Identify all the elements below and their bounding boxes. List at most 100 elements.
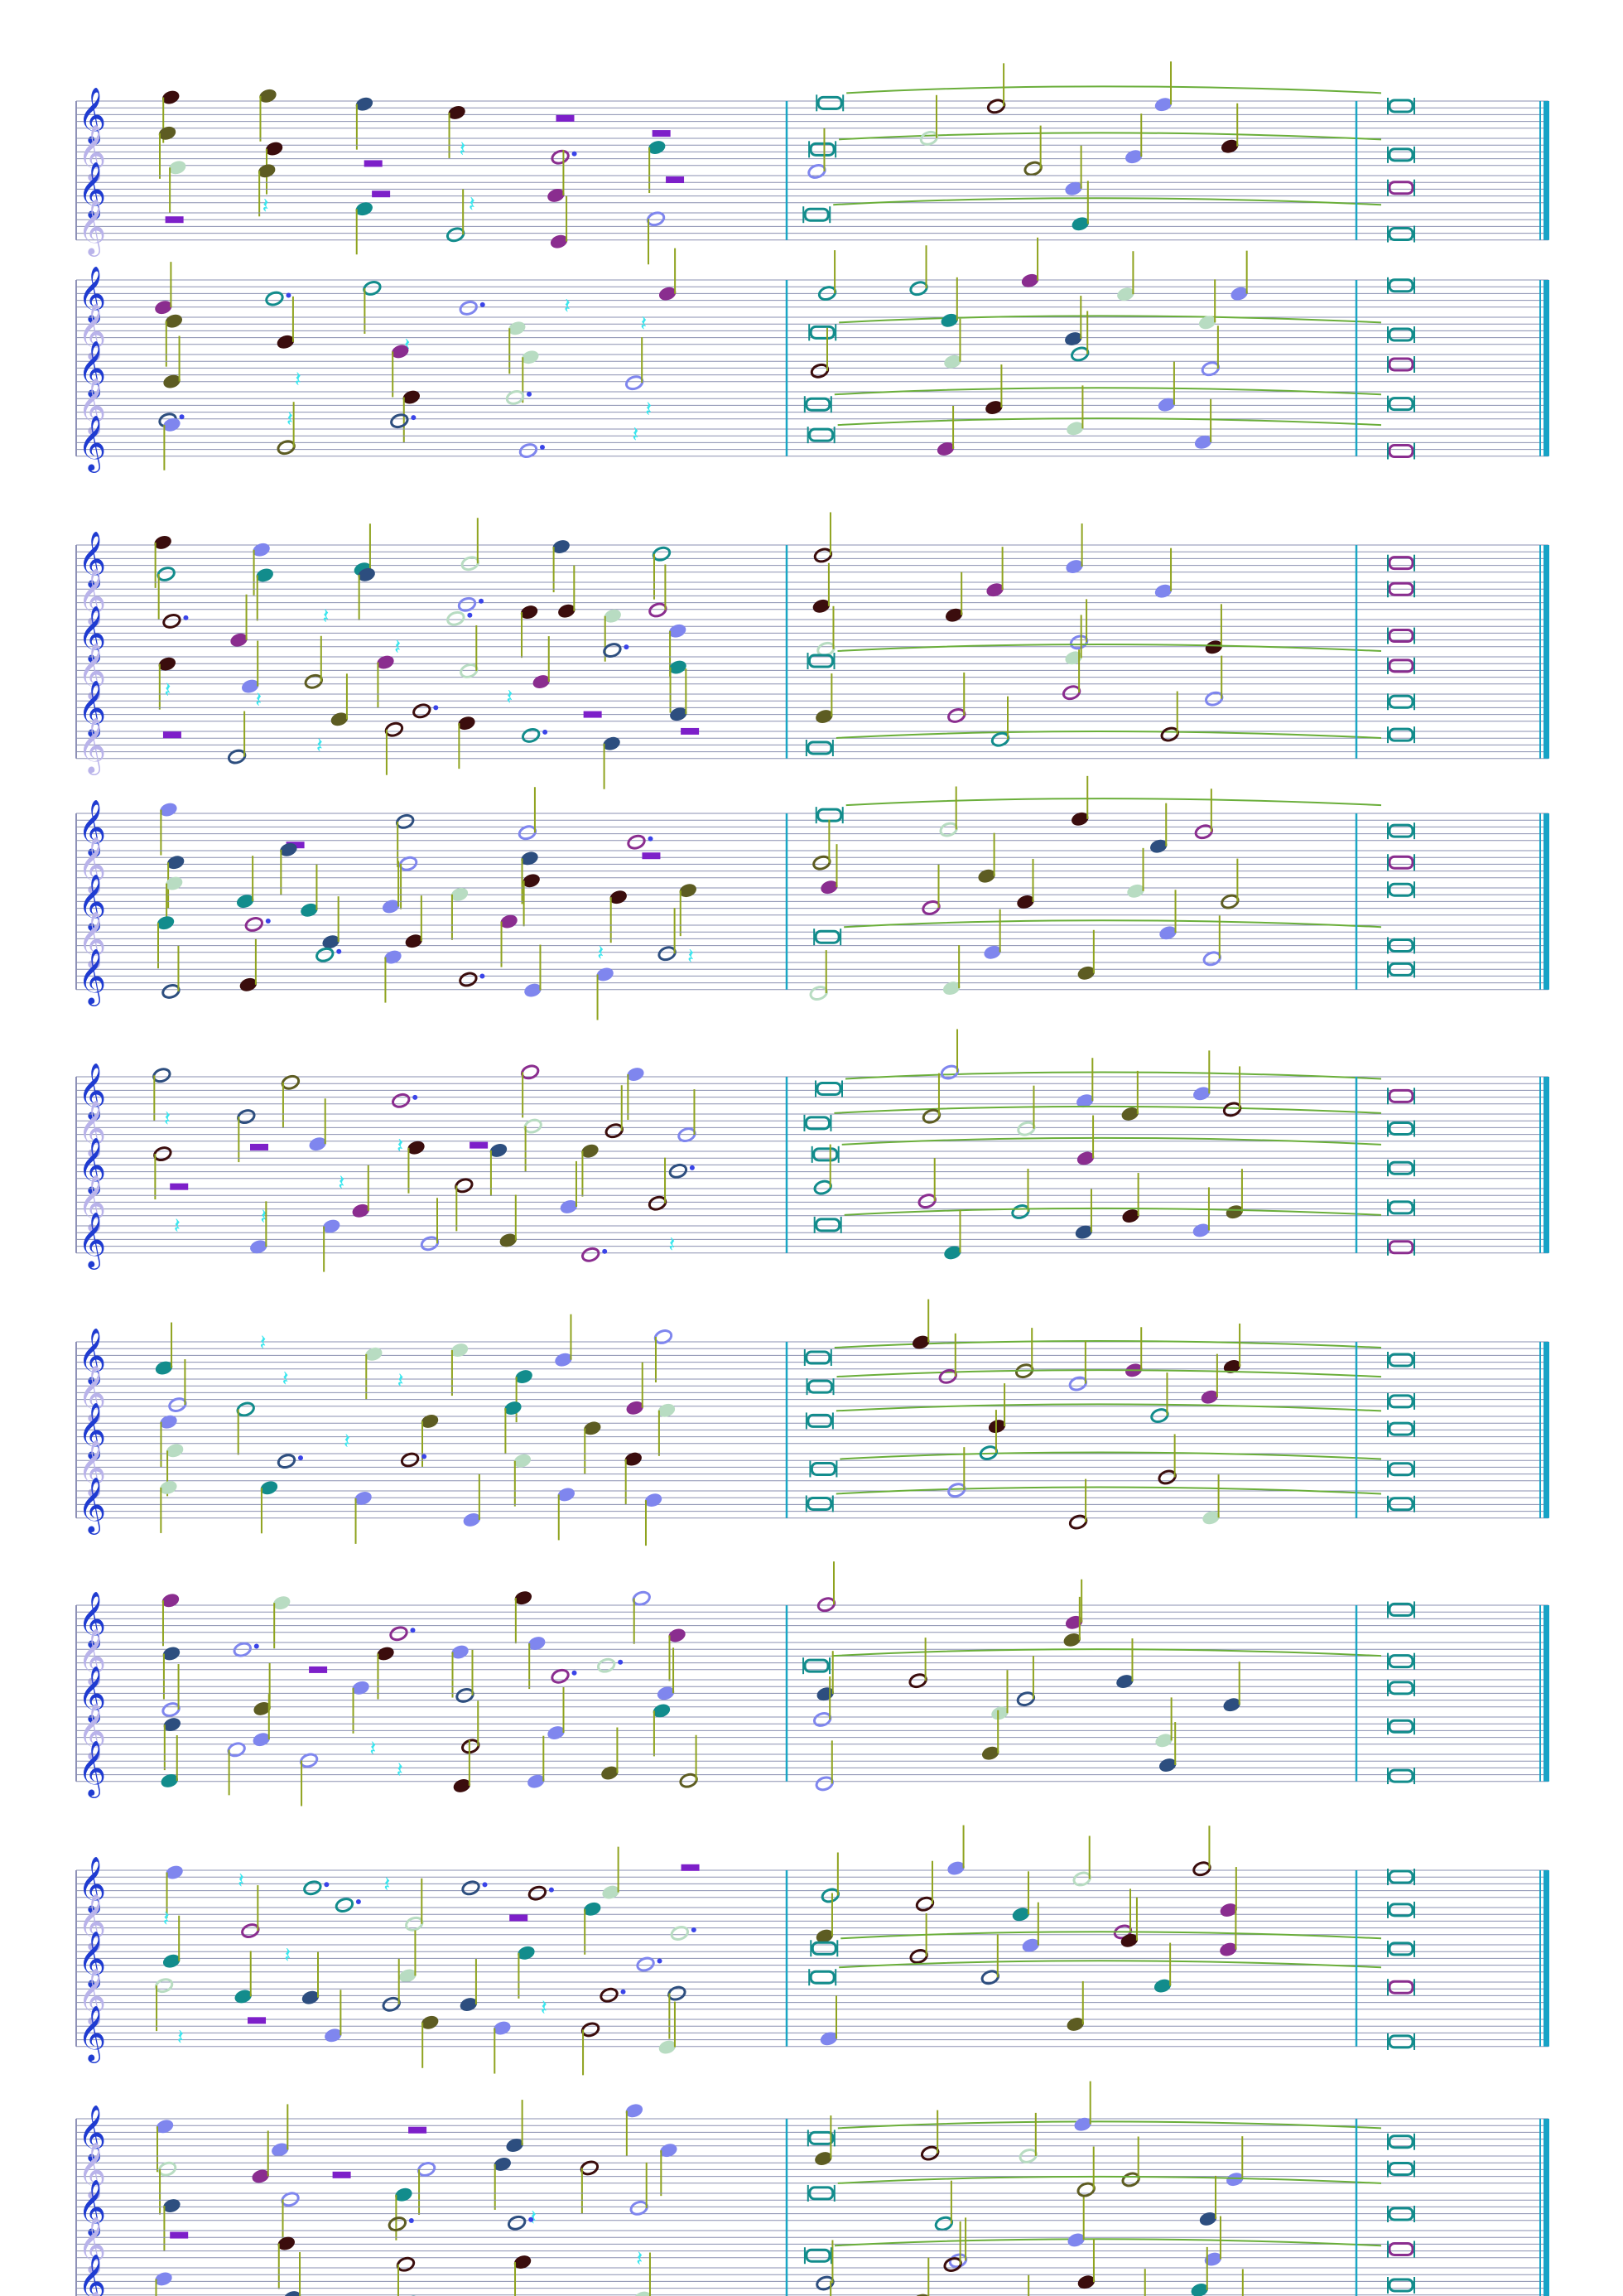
half-note-icon <box>389 1626 408 1642</box>
final-barline-thick <box>1544 280 1549 456</box>
breve-icon <box>1388 2207 1414 2221</box>
treble-clef-icon: 𝄞 <box>78 2141 106 2200</box>
half-note-icon <box>392 1093 411 1108</box>
breve-icon <box>1388 556 1414 571</box>
breve-icon <box>812 1147 839 1162</box>
augmentation-dot <box>297 1455 303 1461</box>
quarter-rest-icon: 𝄽 <box>262 194 269 219</box>
treble-clef-icon: 𝄞 <box>78 642 106 701</box>
tie-arc <box>839 132 1382 141</box>
breve-icon <box>1388 1980 1414 1995</box>
breve-icon <box>1388 1200 1414 1215</box>
half-note-icon <box>518 443 538 458</box>
treble-clef-icon: 𝄞 <box>78 1364 106 1423</box>
quarter-rest-icon: 𝄽 <box>164 1107 171 1131</box>
half-note-icon <box>603 643 622 658</box>
quarter-rest-icon: 𝄽 <box>403 334 410 359</box>
breve-icon <box>1388 1353 1414 1367</box>
breve-icon <box>1388 2161 1414 2176</box>
quarter-rest-icon: 𝄽 <box>687 944 694 969</box>
half-rest-icon <box>170 2231 189 2239</box>
breve-icon <box>1388 1654 1414 1669</box>
half-rest-icon <box>470 1141 489 1149</box>
augmentation-dot <box>467 612 473 618</box>
tie-arc <box>840 1931 1382 1940</box>
treble-clef-icon: 𝄞 <box>78 1476 106 1535</box>
treble-clef-icon: 𝄞 <box>78 1665 106 1724</box>
half-rest-icon <box>681 1864 700 1871</box>
quarter-rest-icon: 𝄽 <box>174 1213 181 1238</box>
tie-arc <box>836 1369 1382 1378</box>
quarter-rest-icon: 𝄽 <box>506 685 513 710</box>
half-rest-icon <box>162 731 181 739</box>
half-note-icon <box>277 1454 296 1469</box>
augmentation-dot <box>571 151 577 157</box>
tie-arc <box>845 798 1382 807</box>
half-rest-icon <box>408 2126 427 2134</box>
half-note-icon <box>390 413 409 429</box>
final-barline-thick <box>1544 545 1549 759</box>
breve-icon <box>1388 147 1414 162</box>
breve-icon <box>807 1413 833 1428</box>
breve-icon <box>1388 1869 1414 1884</box>
treble-clef-icon: 𝄞 <box>78 123 106 182</box>
half-note-icon <box>521 727 541 743</box>
augmentation-dot <box>691 1927 696 1933</box>
quarter-rest-icon: 𝄽 <box>383 1872 390 1897</box>
augmentation-dot <box>542 729 548 735</box>
quarter-rest-icon: 𝄽 <box>645 397 652 422</box>
breve-icon <box>1388 1421 1414 1436</box>
half-note-icon <box>233 1642 252 1657</box>
half-rest-icon <box>583 711 602 718</box>
tie-arc <box>837 2120 1382 2130</box>
treble-clef-icon: 𝄞 <box>78 873 106 932</box>
augmentation-dot <box>411 415 417 421</box>
half-note-icon <box>459 300 478 316</box>
tie-arc <box>834 1340 1382 1349</box>
quarter-rest-icon: 𝄽 <box>282 1367 289 1392</box>
breve-icon <box>1388 2134 1414 2149</box>
breve-icon <box>816 808 843 822</box>
quarter-rest-icon: 𝄽 <box>322 605 329 629</box>
breve-icon <box>1388 2278 1414 2293</box>
half-note-icon <box>412 703 431 719</box>
quarter-rest-icon: 𝄽 <box>668 1232 675 1257</box>
treble-clef-icon: 𝄞 <box>78 1136 106 1195</box>
breve-icon <box>1388 629 1414 644</box>
augmentation-dot <box>336 948 342 954</box>
breve-icon <box>809 325 836 340</box>
breve-icon <box>805 2248 831 2263</box>
augmentation-dot <box>689 1165 695 1170</box>
quarter-rest-icon: 𝄽 <box>564 294 571 319</box>
breve-icon <box>1388 1719 1414 1734</box>
treble-clef-icon: 𝄞 <box>78 1174 106 1232</box>
tie-arc <box>832 1648 1382 1657</box>
treble-clef-icon: 𝄞 <box>78 340 106 398</box>
treble-clef-icon: 𝄞 <box>78 567 106 626</box>
quarter-rest-icon: 𝄽 <box>284 1943 291 1968</box>
breve-icon <box>1388 1903 1414 1917</box>
breve-icon <box>1388 1160 1414 1175</box>
treble-clef-icon: 𝄞 <box>78 1211 106 1270</box>
treble-clef-icon: 𝄞 <box>78 1855 106 1914</box>
quarter-rest-icon: 𝄽 <box>469 192 475 217</box>
quarter-rest-icon: 𝄽 <box>260 1204 267 1229</box>
half-note-icon <box>551 149 570 165</box>
breve-icon <box>807 740 833 755</box>
treble-clef-icon: 𝄞 <box>78 2253 106 2296</box>
treble-clef-icon: 𝄞 <box>78 1930 106 1989</box>
breve-icon <box>1388 1088 1414 1103</box>
treble-clef-icon: 𝄞 <box>78 377 106 436</box>
half-rest-icon <box>165 216 184 224</box>
treble-clef-icon: 𝄞 <box>78 1327 106 1386</box>
treble-clef-icon: 𝄞 <box>78 716 106 775</box>
breve-icon <box>1388 444 1414 459</box>
half-note-icon <box>670 1926 690 1941</box>
treble-clef-icon: 𝄞 <box>78 530 106 589</box>
quarter-rest-icon: 𝄽 <box>397 1758 403 1782</box>
half-note-icon <box>551 1668 570 1684</box>
quarter-rest-icon: 𝄽 <box>397 1134 403 1159</box>
quarter-rest-icon: 𝄽 <box>295 368 301 393</box>
quarter-rest-icon: 𝄽 <box>632 422 638 447</box>
breve-icon <box>1388 962 1414 977</box>
